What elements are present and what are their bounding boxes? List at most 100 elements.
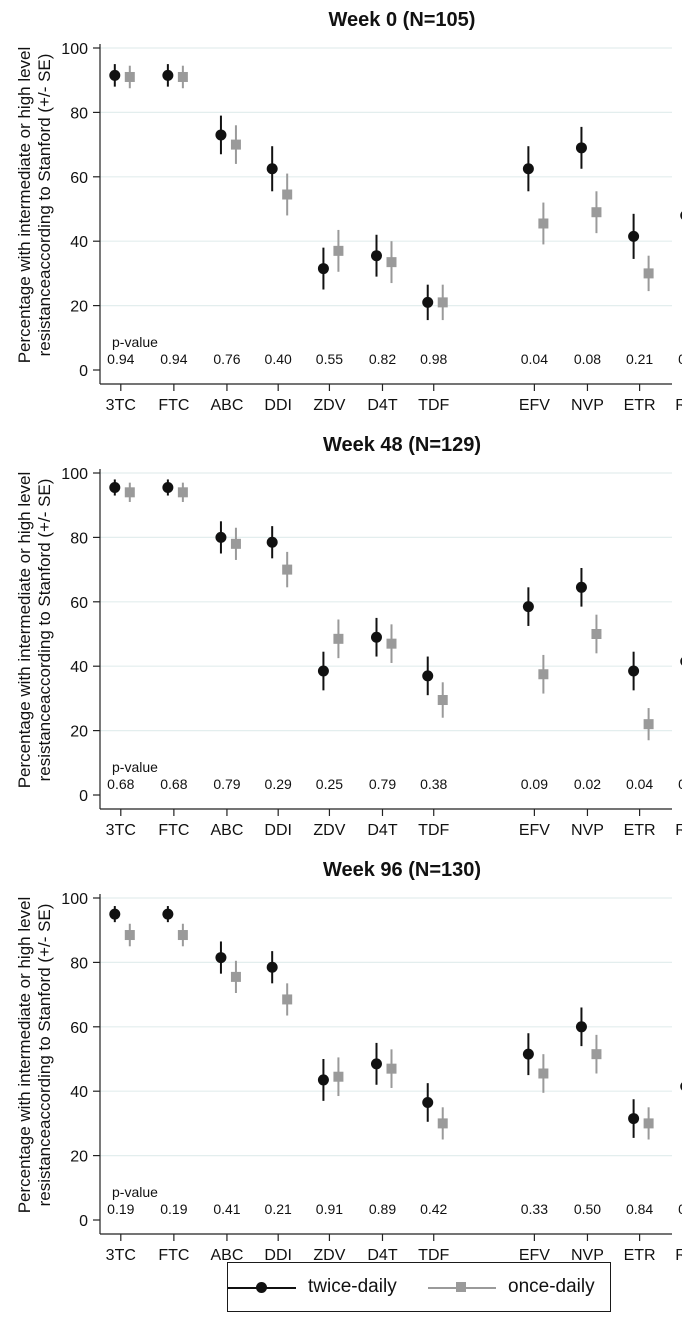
point-twice-daily bbox=[522, 601, 534, 613]
pvalue: 0.41 bbox=[213, 1201, 240, 1217]
pvalue: 0.25 bbox=[316, 776, 343, 792]
point-twice-daily bbox=[370, 250, 382, 262]
y-tick-label: 80 bbox=[70, 105, 88, 122]
pvalue: 0.42 bbox=[420, 1201, 447, 1217]
point-once-daily bbox=[643, 268, 654, 279]
y-tick-label: 80 bbox=[70, 530, 88, 547]
chart-title: Week 96 (N=130) bbox=[323, 859, 481, 881]
x-tick-label: DDI bbox=[264, 397, 292, 414]
y-tick-label: 60 bbox=[70, 595, 88, 612]
x-tick-label: FTC bbox=[158, 822, 189, 839]
point-twice-daily bbox=[162, 481, 174, 493]
point-once-daily bbox=[230, 538, 241, 549]
point-twice-daily bbox=[422, 296, 434, 308]
point-once-daily bbox=[333, 633, 344, 644]
x-tick-label: 3TC bbox=[106, 397, 136, 414]
x-tick-label: RPV bbox=[675, 1247, 682, 1264]
x-tick-label: D4T bbox=[367, 1247, 397, 1264]
pvalue: 0.50 bbox=[574, 1201, 601, 1217]
pvalue-label: p-value bbox=[112, 1184, 158, 1200]
x-tick-label: D4T bbox=[367, 822, 397, 839]
x-tick-label: EFV bbox=[519, 822, 550, 839]
pvalue: 0.98 bbox=[420, 351, 447, 367]
point-twice-daily bbox=[215, 531, 227, 543]
x-tick-label: TDF bbox=[418, 822, 449, 839]
pvalue-label: p-value bbox=[112, 334, 158, 350]
x-tick-label: NVP bbox=[571, 1247, 604, 1264]
x-tick-label: ETR bbox=[624, 397, 656, 414]
x-tick-label: NVP bbox=[571, 822, 604, 839]
point-once-daily bbox=[177, 71, 188, 82]
pvalue-label: p-value bbox=[112, 759, 158, 775]
x-tick-label: ABC bbox=[210, 1247, 243, 1264]
point-once-daily bbox=[437, 1118, 448, 1129]
pvalue: 0.33 bbox=[521, 1201, 548, 1217]
point-once-daily bbox=[643, 1118, 654, 1129]
y-tick-label: 20 bbox=[70, 299, 88, 316]
pvalue: 0.68 bbox=[160, 776, 187, 792]
point-once-daily bbox=[177, 930, 188, 941]
pvalue: 0.76 bbox=[213, 351, 240, 367]
y-tick-label: 0 bbox=[79, 1213, 88, 1230]
pvalue: 0.82 bbox=[369, 351, 396, 367]
y-tick-label: 60 bbox=[70, 170, 88, 187]
pvalue: 0.04 bbox=[521, 351, 548, 367]
x-tick-label: 3TC bbox=[106, 1247, 136, 1264]
x-tick-label: FTC bbox=[158, 1247, 189, 1264]
pvalue: 0.29 bbox=[265, 776, 292, 792]
point-twice-daily bbox=[109, 481, 121, 493]
point-once-daily bbox=[333, 245, 344, 256]
x-tick-label: DDI bbox=[264, 822, 292, 839]
point-once-daily bbox=[643, 719, 654, 730]
x-tick-label: ETR bbox=[624, 1247, 656, 1264]
pvalue: 0.08 bbox=[574, 351, 601, 367]
pvalue: 0.55 bbox=[316, 351, 343, 367]
point-once-daily bbox=[230, 139, 241, 150]
x-tick-label: EFV bbox=[519, 1247, 550, 1264]
pvalue: 0.84 bbox=[626, 1201, 653, 1217]
y-tick-label: 40 bbox=[70, 659, 88, 676]
point-twice-daily bbox=[370, 631, 382, 643]
point-once-daily bbox=[591, 629, 602, 639]
point-twice-daily bbox=[575, 1021, 587, 1033]
point-once-daily bbox=[386, 638, 397, 649]
pvalue: 0.40 bbox=[265, 351, 292, 367]
point-once-daily bbox=[386, 257, 397, 268]
x-tick-label: ZDV bbox=[313, 397, 345, 414]
point-twice-daily bbox=[628, 665, 640, 677]
point-twice-daily bbox=[370, 1058, 382, 1070]
point-twice-daily bbox=[628, 230, 640, 242]
point-twice-daily bbox=[162, 908, 174, 920]
y-axis-label: Percentage with intermediate or high lev… bbox=[15, 897, 54, 1214]
pvalue: 0.91 bbox=[316, 1201, 343, 1217]
x-tick-label: ABC bbox=[210, 397, 243, 414]
chart-title: Week 0 (N=105) bbox=[329, 9, 476, 31]
pvalue: 0.19 bbox=[107, 1201, 134, 1217]
point-once-daily bbox=[230, 971, 241, 982]
legend-marker-circle-icon bbox=[256, 1282, 267, 1293]
pvalue: 0.79 bbox=[213, 776, 240, 792]
y-tick-label: 100 bbox=[61, 466, 88, 483]
point-once-daily bbox=[437, 297, 448, 308]
point-twice-daily bbox=[215, 129, 227, 141]
y-tick-label: 100 bbox=[61, 41, 88, 58]
legend-marker-square-icon bbox=[456, 1282, 466, 1292]
y-axis-label: Percentage with intermediate or high lev… bbox=[15, 47, 54, 364]
point-twice-daily bbox=[522, 1048, 534, 1060]
y-tick-label: 40 bbox=[70, 1084, 88, 1101]
point-twice-daily bbox=[266, 163, 278, 175]
point-once-daily bbox=[538, 218, 549, 229]
legend-label-twice-daily: twice-daily bbox=[308, 1276, 397, 1297]
x-tick-label: TDF bbox=[418, 1247, 449, 1264]
y-tick-label: 80 bbox=[70, 955, 88, 972]
point-twice-daily bbox=[422, 1096, 434, 1108]
pvalue: 0.39 bbox=[678, 1201, 682, 1217]
point-twice-daily bbox=[575, 581, 587, 593]
point-once-daily bbox=[538, 1068, 549, 1079]
point-twice-daily bbox=[109, 69, 121, 81]
x-tick-label: RPV bbox=[675, 822, 682, 839]
x-tick-label: D4T bbox=[367, 397, 397, 414]
x-tick-label: TDF bbox=[418, 397, 449, 414]
pvalue: 0.94 bbox=[107, 351, 134, 367]
